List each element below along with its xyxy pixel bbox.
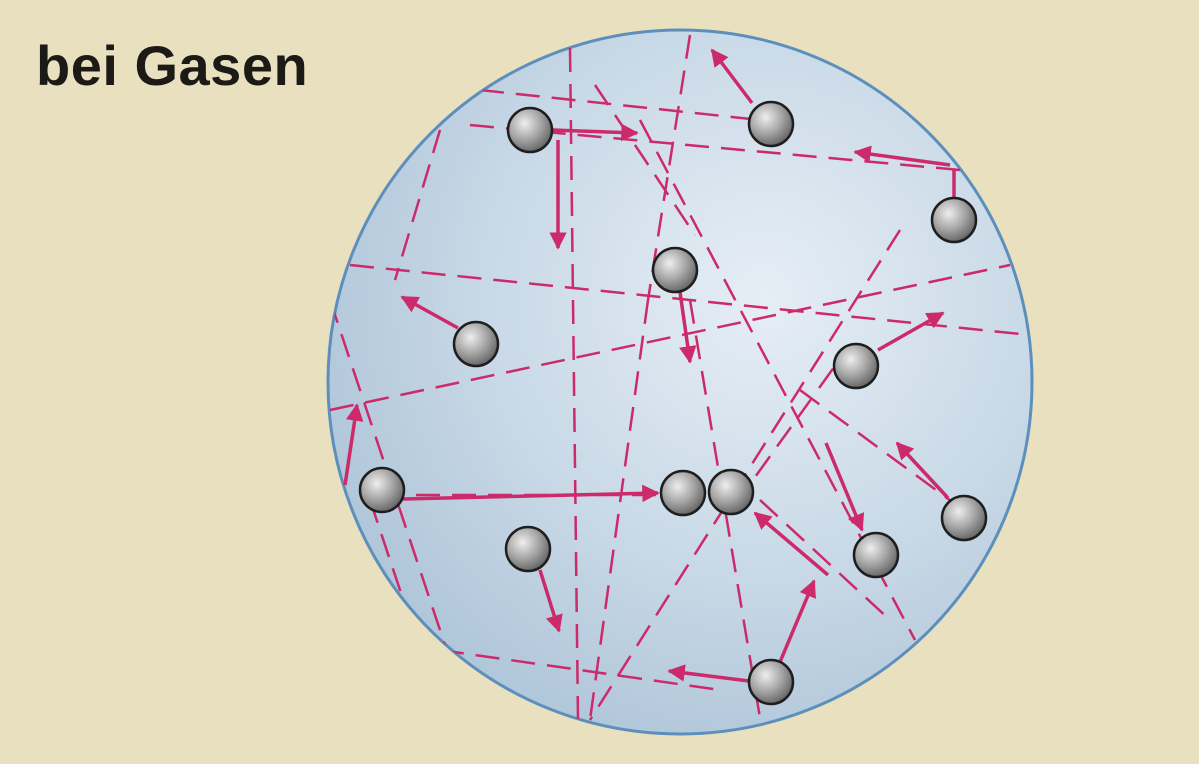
velocity-arrow <box>538 569 563 633</box>
gas-particle <box>930 196 978 244</box>
velocity-arrow <box>400 295 459 330</box>
gas-particle <box>747 100 795 148</box>
gas-particle <box>852 531 900 579</box>
velocity-arrow <box>753 511 830 577</box>
velocity-arrow <box>778 579 816 663</box>
velocity-arrow <box>343 403 364 486</box>
gas-particle <box>659 469 707 517</box>
velocity-arrow <box>895 441 950 500</box>
gas-vessel <box>326 28 1034 736</box>
gas-particle <box>452 320 500 368</box>
gas-particle <box>747 658 795 706</box>
gas-particle <box>940 494 988 542</box>
velocity-arrow <box>710 48 754 105</box>
velocity-arrow <box>877 311 945 352</box>
gas-particle <box>651 246 699 294</box>
velocity-arrow <box>678 291 697 364</box>
page-title: bei Gasen <box>36 34 309 97</box>
velocity-arrow <box>853 145 951 167</box>
velocity-arrow <box>551 123 639 142</box>
gas-particle <box>506 106 554 154</box>
velocity-arrow <box>824 442 865 532</box>
gas-particles <box>358 100 988 706</box>
gas-particle <box>707 468 755 516</box>
velocity-arrows <box>343 48 956 683</box>
velocity-arrow <box>667 664 750 683</box>
velocity-arrow <box>402 484 660 503</box>
gas-particle <box>832 342 880 390</box>
gas-particle <box>358 466 406 514</box>
gas-particle <box>504 525 552 573</box>
